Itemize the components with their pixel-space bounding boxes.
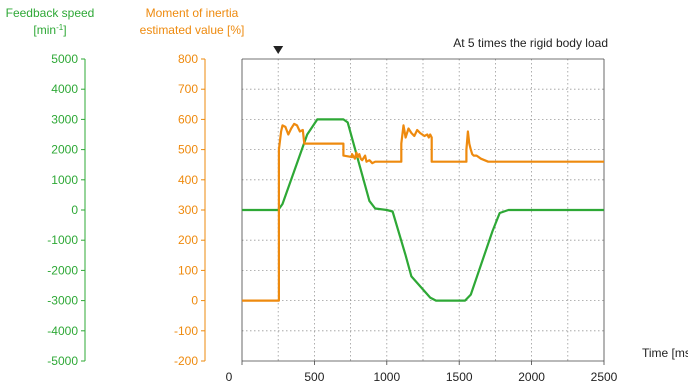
inertia-tick-label: 500 — [178, 143, 198, 157]
x-tick-label: 500 — [304, 370, 324, 384]
speed-tick-label: -4000 — [47, 324, 78, 338]
speed-tick-label: 1000 — [51, 173, 78, 187]
inertia-tick-label: -100 — [174, 324, 198, 338]
tick-labels: 0 500 1000 1500 2000 250050004000300020001000… — [47, 52, 617, 384]
speed-axis-title-line1: Feedback speed — [6, 6, 95, 20]
inertia-axis-title-line1: Moment of inertia — [146, 6, 239, 20]
speed-tick-label: 2000 — [51, 143, 78, 157]
x-tick-label: 2000 — [518, 370, 545, 384]
speed-tick-label: 3000 — [51, 112, 78, 126]
inertia-tick-label: 100 — [178, 263, 198, 277]
x-tick-label: 2500 — [591, 370, 618, 384]
inertia-tick-label: 800 — [178, 52, 198, 66]
speed-tick-label: 4000 — [51, 82, 78, 96]
x-tick-label: 0 — [226, 370, 233, 384]
speed-tick-label: -3000 — [47, 294, 78, 308]
x-tick-label: 1500 — [446, 370, 473, 384]
speed-tick-label: -2000 — [47, 263, 78, 277]
inertia-tick-label: 300 — [178, 203, 198, 217]
speed-tick-label: -5000 — [47, 354, 78, 368]
inertia-tick-label: 0 — [191, 294, 198, 308]
speed-tick-label: 5000 — [51, 52, 78, 66]
speed-tick-label: 0 — [71, 203, 78, 217]
speed-axis-title-line2: [min-1] — [33, 23, 66, 38]
feedback-speed-line — [242, 118, 604, 302]
x-axis-title: Time [ms] — [642, 346, 688, 360]
inertia-tick-label: 400 — [178, 173, 198, 187]
inertia-tick-label: 600 — [178, 112, 198, 126]
series-lines — [242, 118, 604, 302]
chart-annotation: At 5 times the rigid body load — [453, 36, 608, 50]
axes — [81, 58, 605, 365]
speed-tick-label: -1000 — [47, 233, 78, 247]
inertia-tick-label: 700 — [178, 82, 198, 96]
trigger-marker-icon — [273, 46, 284, 54]
x-tick-label: 1000 — [373, 370, 400, 384]
inertia-estimate-line — [242, 122, 604, 302]
inertia-axis-title-line2: estimated value [%] — [140, 23, 245, 37]
grid — [242, 59, 604, 361]
inertia-tick-label: -200 — [174, 354, 198, 368]
inertia-tick-label: 200 — [178, 233, 198, 247]
